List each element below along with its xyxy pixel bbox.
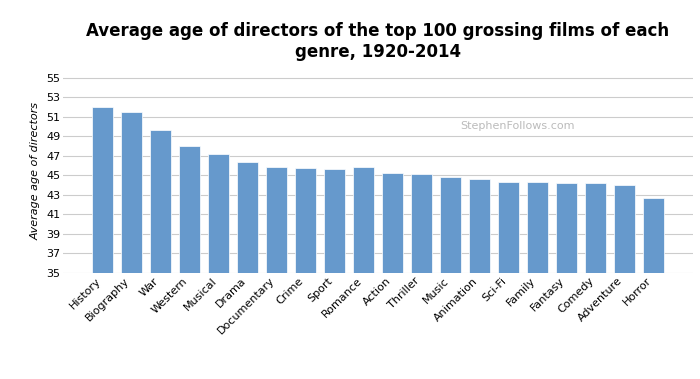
Bar	[382, 174, 403, 273]
Bar	[353, 167, 375, 273]
Bar	[498, 182, 519, 273]
Title: Average age of directors of the top 100 grossing films of each
genre, 1920-2014: Average age of directors of the top 100 …	[86, 22, 670, 61]
Bar	[614, 185, 636, 273]
Bar	[643, 198, 664, 273]
Bar	[208, 154, 230, 273]
Bar	[584, 183, 606, 273]
Bar	[150, 130, 171, 273]
Bar	[468, 179, 491, 273]
Bar	[92, 107, 113, 273]
Bar	[323, 169, 345, 273]
Bar	[237, 162, 258, 273]
Bar	[556, 183, 578, 273]
Bar	[295, 168, 316, 273]
Bar	[440, 177, 461, 273]
Bar	[526, 182, 548, 273]
Text: StephenFollows.com: StephenFollows.com	[460, 121, 575, 130]
Bar	[265, 167, 288, 273]
Bar	[120, 112, 142, 273]
Bar	[411, 174, 433, 273]
Bar	[178, 146, 200, 273]
Y-axis label: Average age of directors: Average age of directors	[30, 102, 41, 240]
